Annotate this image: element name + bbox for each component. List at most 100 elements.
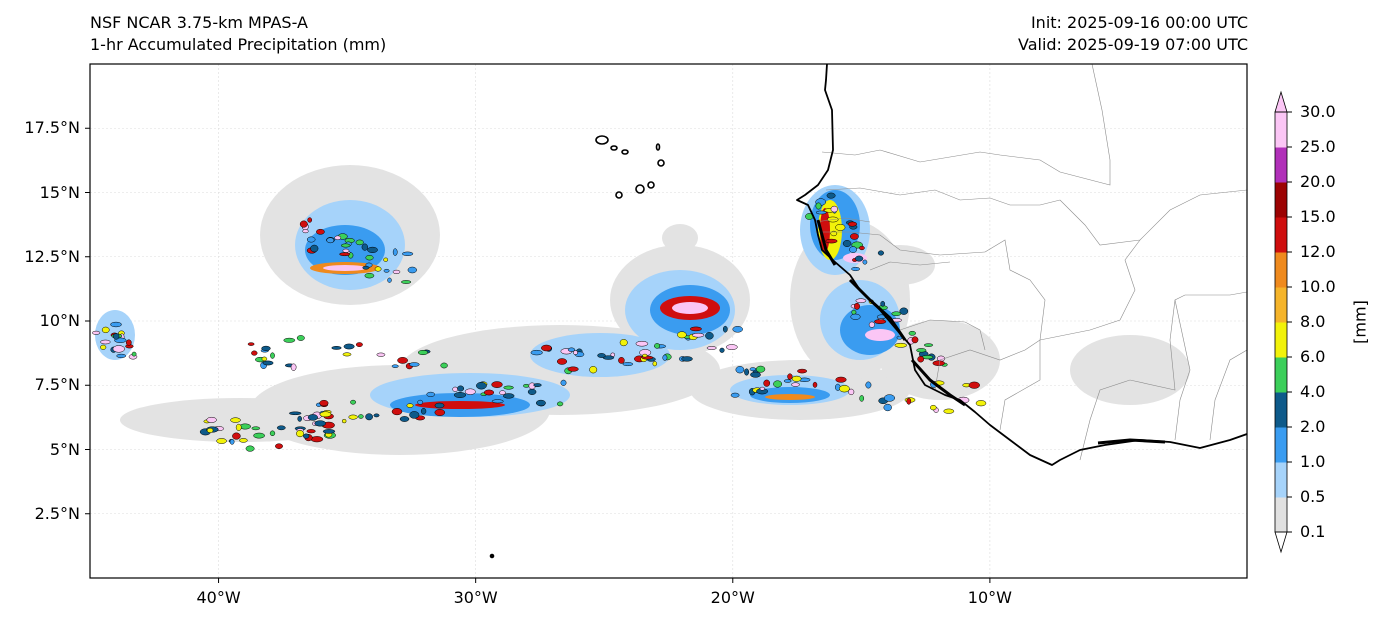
convective-cell bbox=[253, 432, 265, 439]
convective-cell bbox=[355, 239, 364, 246]
convective-cell bbox=[452, 386, 459, 392]
colorbar-segment bbox=[1275, 182, 1287, 218]
convective-cell bbox=[906, 397, 912, 405]
convective-cell bbox=[755, 365, 766, 373]
convective-cell bbox=[635, 340, 649, 347]
convective-cell bbox=[722, 325, 728, 333]
convective-cell bbox=[503, 385, 514, 390]
convective-cell bbox=[859, 245, 865, 251]
convective-cell bbox=[930, 404, 937, 411]
convective-cell bbox=[943, 408, 955, 414]
convective-cell bbox=[342, 352, 352, 357]
convective-cell bbox=[440, 362, 448, 369]
lon-label: 10°W bbox=[967, 588, 1012, 607]
convective-cell bbox=[556, 358, 568, 365]
convective-cell bbox=[797, 368, 808, 374]
convective-cell bbox=[92, 330, 101, 335]
convective-cell bbox=[361, 243, 368, 251]
colorbar-segment bbox=[1275, 217, 1287, 253]
convective-cell bbox=[854, 302, 860, 310]
colorbar-level-label: 4.0 bbox=[1300, 382, 1326, 401]
convective-cell bbox=[815, 202, 822, 210]
convective-cell bbox=[681, 356, 693, 362]
convective-cell bbox=[677, 331, 687, 339]
convective-cell bbox=[340, 243, 351, 248]
convective-cell bbox=[535, 399, 546, 407]
convective-cell bbox=[899, 307, 909, 315]
convective-cell bbox=[307, 217, 313, 223]
convective-cell bbox=[573, 350, 578, 355]
convective-cell bbox=[750, 371, 761, 378]
colorbar-segment bbox=[1275, 287, 1287, 323]
convective-cell bbox=[420, 407, 427, 415]
convective-cell bbox=[362, 265, 370, 270]
convective-cell bbox=[270, 352, 275, 359]
convective-cell bbox=[350, 399, 357, 405]
convective-cell bbox=[288, 411, 302, 416]
convective-cell bbox=[326, 237, 335, 244]
convective-cell bbox=[502, 393, 515, 399]
convective-cell bbox=[763, 379, 771, 387]
convective-cell bbox=[229, 438, 235, 445]
convective-cell bbox=[622, 362, 634, 367]
convective-cell bbox=[923, 343, 934, 347]
convective-cell bbox=[303, 433, 310, 439]
convective-cell bbox=[314, 420, 326, 427]
colorbar-level-label: 0.1 bbox=[1300, 522, 1326, 541]
convective-cell bbox=[391, 364, 399, 368]
convective-cell bbox=[719, 347, 725, 353]
colorbar-segment bbox=[1275, 357, 1287, 393]
convective-cell bbox=[343, 343, 355, 350]
convective-cell bbox=[749, 367, 756, 372]
convective-cell bbox=[652, 361, 658, 367]
convective-cell bbox=[476, 381, 487, 390]
lat-label: 17.5°N bbox=[24, 118, 80, 138]
convective-cell bbox=[245, 445, 255, 452]
field-title: 1-hr Accumulated Precipitation (mm) bbox=[90, 35, 387, 54]
convective-cell bbox=[453, 392, 467, 398]
lon-label: 20°W bbox=[710, 588, 755, 607]
convective-cell bbox=[392, 248, 398, 256]
colorbar-segment bbox=[1275, 427, 1287, 463]
colorbar-segment bbox=[1275, 497, 1287, 533]
colorbar-segment bbox=[1275, 252, 1287, 288]
convective-cell bbox=[705, 332, 714, 340]
convective-cell bbox=[619, 339, 628, 347]
convective-cell bbox=[110, 321, 122, 328]
convective-cell bbox=[835, 376, 847, 383]
convective-cell bbox=[825, 238, 838, 244]
convective-cell bbox=[239, 438, 248, 443]
convective-cell bbox=[397, 357, 408, 364]
convective-cell bbox=[383, 268, 390, 273]
convective-cell bbox=[851, 266, 860, 272]
lat-label: 2.5°N bbox=[34, 503, 80, 523]
convective-cell bbox=[399, 416, 410, 422]
convective-cell bbox=[932, 360, 945, 366]
convective-cell bbox=[235, 423, 242, 431]
colorbar-segment bbox=[1275, 147, 1287, 183]
convective-cell bbox=[812, 381, 818, 388]
convective-cell bbox=[491, 381, 503, 388]
convective-cell bbox=[406, 403, 414, 408]
convective-cell bbox=[367, 246, 378, 253]
convective-cell bbox=[409, 411, 420, 419]
convective-cell bbox=[261, 345, 271, 351]
convective-cell bbox=[815, 210, 827, 215]
convective-cell bbox=[725, 344, 738, 350]
convective-cell bbox=[654, 343, 661, 349]
convective-cell bbox=[426, 391, 435, 397]
convective-cell bbox=[917, 355, 925, 363]
convective-cell bbox=[365, 413, 373, 421]
convective-cell bbox=[276, 425, 286, 431]
convective-cell bbox=[908, 330, 916, 336]
convective-cell bbox=[407, 266, 417, 274]
convective-cell bbox=[417, 349, 429, 356]
convective-cell bbox=[877, 250, 884, 256]
convective-cell bbox=[883, 394, 896, 402]
convective-cell bbox=[732, 326, 743, 333]
lat-label: 10°N bbox=[39, 311, 80, 330]
convective-cell bbox=[247, 342, 255, 346]
convective-cell bbox=[865, 381, 872, 389]
convective-cell bbox=[392, 269, 401, 274]
